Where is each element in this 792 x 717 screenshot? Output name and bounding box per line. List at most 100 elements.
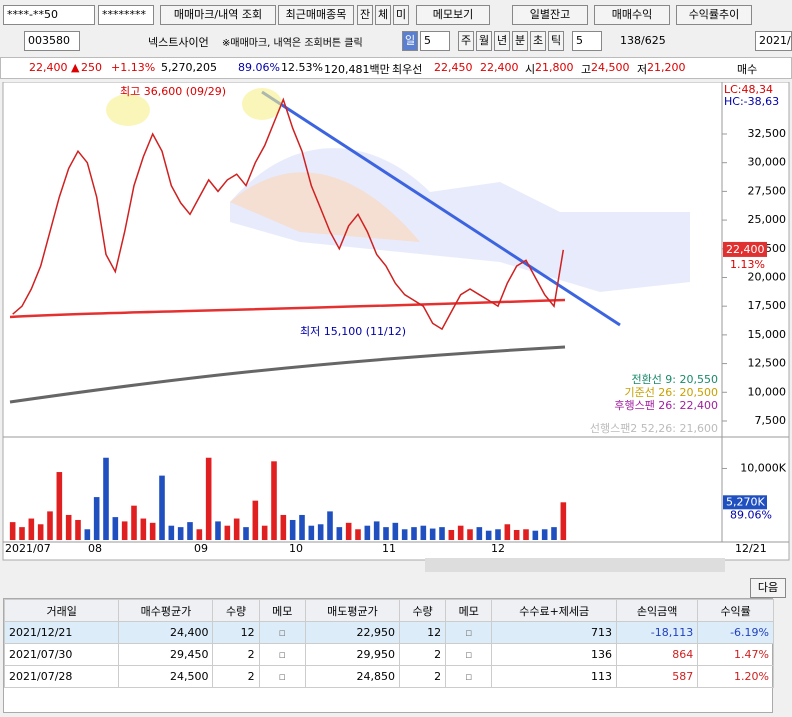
toolbar-button[interactable]: 매매수익 [594,5,670,25]
unit-button[interactable]: 초 [530,31,546,51]
volume-bar [252,500,259,540]
count: 138/625 [620,34,666,47]
toolbar-button[interactable]: 수익률추이 [676,5,752,25]
column-header: 거래일 [3,599,120,622]
volume-bar [168,525,175,540]
y-tick-label: 10,000 [748,385,787,398]
unit-button[interactable]: 틱 [548,31,564,51]
period-button[interactable]: 일 [402,31,418,51]
header-row: 거래일 매수평균가 수량 메모 매도평균가 수량 메모 수수료+제세금 손익금액 수익률 [3,599,774,622]
memo-icon[interactable]: ▫ [445,621,493,644]
date-input[interactable]: 2021/1 [755,31,792,51]
toolbar-button[interactable]: 일별잔고 [512,5,588,25]
memo-icon[interactable]: ▫ [258,665,306,688]
volume-bar [19,527,25,540]
volume-bar [215,521,221,540]
y-tick-label: 12,500 [748,357,787,370]
volume-bar [112,517,119,540]
account-input[interactable]: ****-**50 [3,5,95,25]
table-cell: 2021/07/30 [3,643,120,666]
period-n[interactable]: 5 [420,31,450,51]
volume-bar [317,524,324,540]
volume-bar [75,519,81,540]
volume-bar [457,525,464,540]
quote-field: 22,400 ▲ [29,61,80,74]
volume-bar [532,530,539,540]
table-cell: 12 [212,621,260,644]
volume-bar [37,524,44,540]
volume-bar [541,529,548,540]
password-input[interactable]: ******** [98,5,154,25]
memo-icon[interactable]: ▫ [258,643,306,666]
volume-bar [495,529,501,540]
tick-n[interactable]: 5 [572,31,602,51]
volume-bar [243,527,249,540]
table-cell: 2 [212,665,260,688]
unit-button[interactable]: 년 [494,31,510,51]
toolbar-button[interactable]: 최근매매종목 [278,5,354,25]
table-row[interactable]: 2021/12/21 24,400 12 ▫ 22,950 12 ▫ 713 -18,113 -6… [3,621,774,644]
volume-bar [84,529,91,540]
volume-bar [205,457,212,540]
quote-field: 89.06% [238,61,280,74]
table-cell: 136 [491,643,617,666]
volume-bar [467,529,473,540]
memo-icon[interactable]: ▫ [445,665,493,688]
chart: 7,50010,00012,50015,00017,50020,00022,50… [2,82,790,561]
toolbar-button[interactable]: 체 [375,5,391,25]
table-cell: 24,400 [118,621,214,644]
volume-bar [121,521,128,540]
volume-bar [345,522,352,540]
annotation: 후행스팬 26: 22,400 [614,399,718,412]
memo-icon[interactable]: ▫ [258,621,306,644]
volume-bar [280,514,287,540]
table-row[interactable]: 2021/07/28 24,500 2 ▫ 24,850 2 ▫ 113 587 1.20% [3,665,774,688]
volume-bar [355,529,361,540]
table-cell: 2 [398,643,447,666]
volume-bar [65,514,72,540]
column-header: 메모 [258,599,306,622]
x-tick-label: 12 [491,542,505,555]
table-cell: 113 [491,665,617,688]
toolbar-button[interactable]: 메모보기 [416,5,490,25]
toolbar-button[interactable]: 잔 [357,5,373,25]
volume-ratio: 89.06% [730,508,772,521]
price-line [12,97,565,331]
y-tick-label: 10,000K [740,461,786,474]
volume-bar [420,525,427,540]
volume-bar [28,518,35,540]
table-cell: 29,950 [304,643,400,666]
memo-icon[interactable]: ▫ [445,643,493,666]
quote-field: 12.53% [281,61,323,74]
unit-button[interactable]: 월 [476,31,492,51]
unit-button[interactable]: 주 [458,31,474,51]
last-volume: 5,270K [726,495,765,508]
stock-name: 넥스트사이언 [148,36,209,49]
quote-field: 최우선 [392,63,423,76]
scroll-controls[interactable] [425,558,725,572]
table-row[interactable]: 2021/07/30 29,450 2 ▫ 29,950 2 ▫ 136 864 1.47% [3,643,774,666]
table-cell: 2021/12/21 [3,621,120,644]
quote-field: 250 [81,61,102,74]
volume-bar [9,522,16,540]
volume-bar [401,529,408,540]
column-header: 수익률 [697,599,774,622]
volume-bar [271,461,277,540]
quote-bar: 22,400 ▲ 250 +1.13% 5,270,205 89.06% 12.53% 12… [0,57,792,79]
volume-bar [187,522,193,540]
next-button[interactable]: 다음 [750,578,786,598]
table-cell: 24,850 [304,665,400,688]
toolbar-button[interactable]: 미 [393,5,409,25]
unit-button[interactable]: 분 [512,31,528,51]
code-input[interactable]: 003580 [24,31,80,51]
table-cell: 2 [212,643,260,666]
volume-bar [289,519,296,540]
volume-bar [149,522,156,540]
last-volume-box [723,495,767,510]
volume-bar [47,511,53,540]
toolbar-button[interactable]: 매매마크/내역 조회 [160,5,276,25]
quote-field: 5,270,205 [161,61,217,74]
quote-field: 고 [581,63,592,76]
last-change: 1.13% [730,258,765,271]
